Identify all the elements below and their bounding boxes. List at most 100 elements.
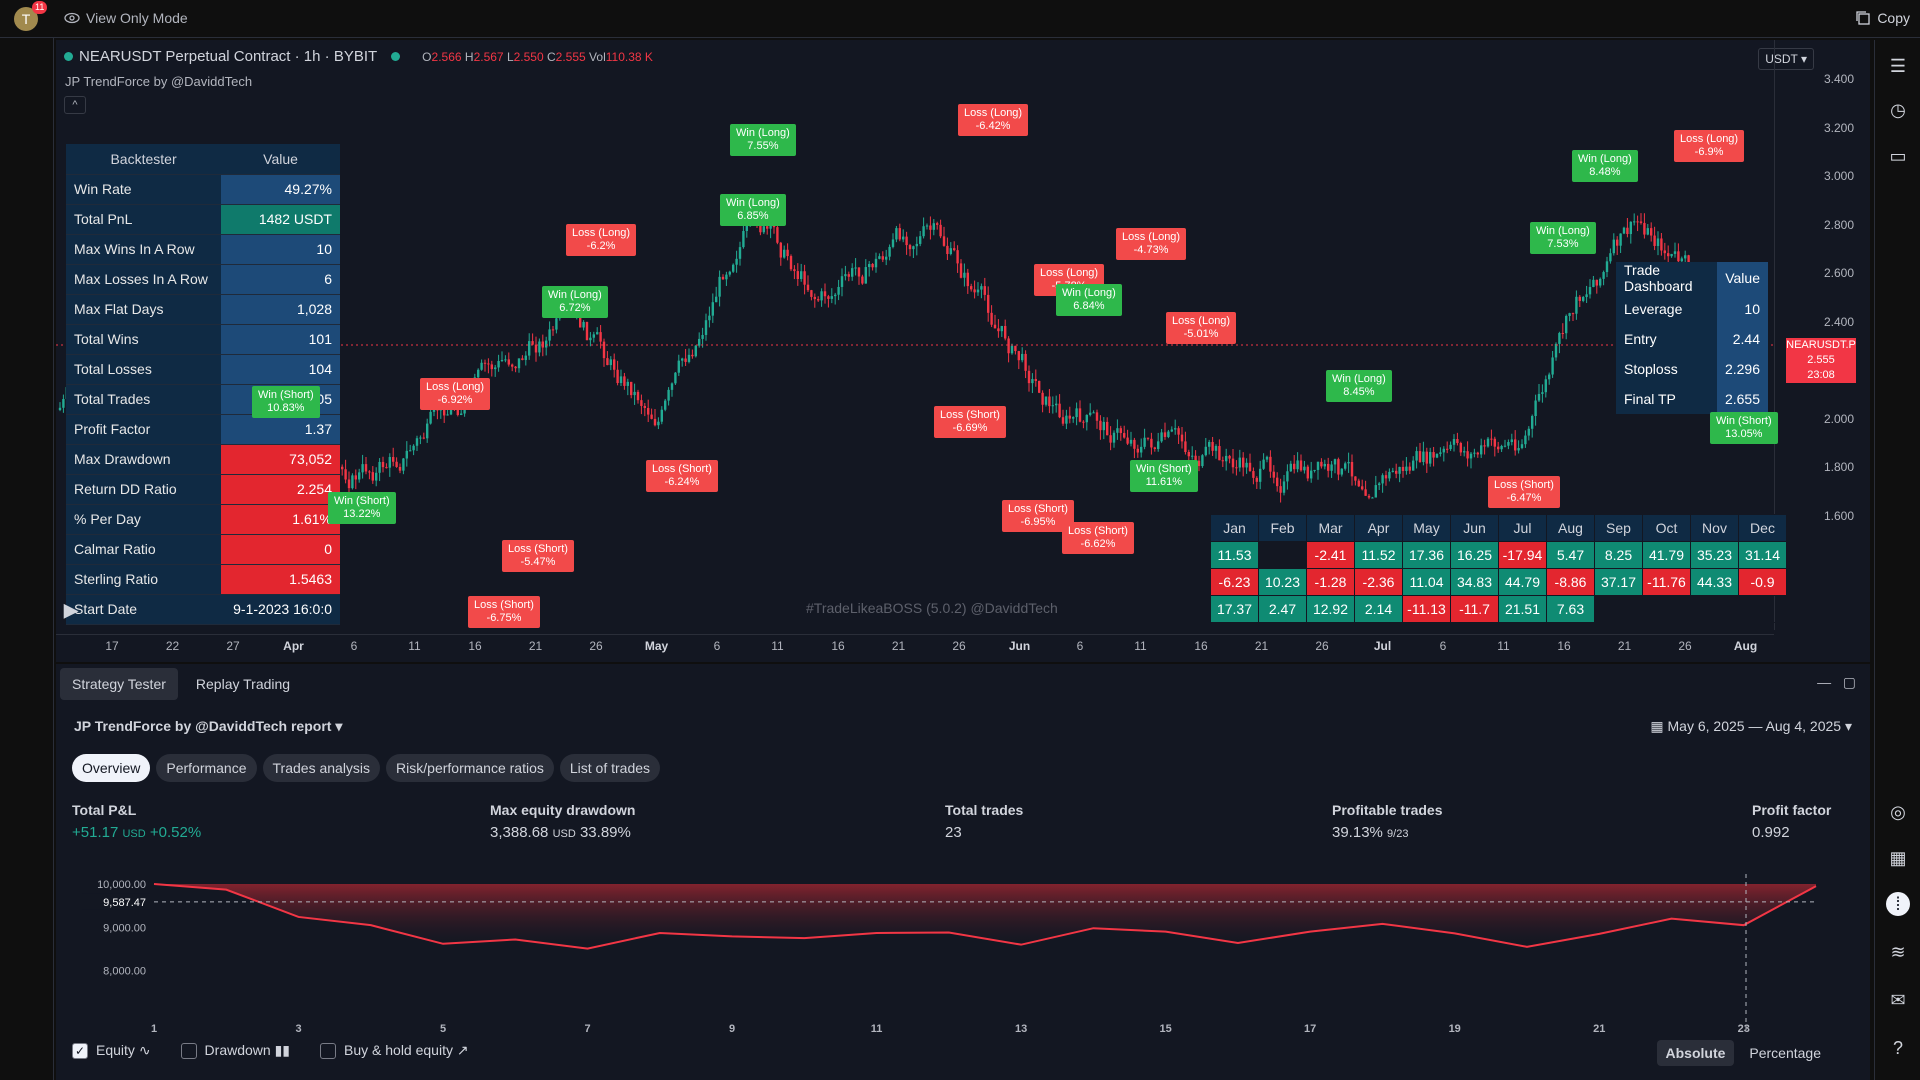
trade-label[interactable]: Loss (Short) -6.62% xyxy=(1062,522,1134,554)
tab-strategy-tester[interactable]: Strategy Tester xyxy=(60,668,178,700)
trade-label[interactable]: Loss (Short) -6.95% xyxy=(1002,500,1074,532)
trade-label[interactable]: Loss (Long) -5.01% xyxy=(1166,312,1237,344)
candle-body xyxy=(912,246,915,250)
trade-label[interactable]: Win (Long) 7.55% xyxy=(730,124,796,156)
time-tick: 16 xyxy=(831,639,845,653)
backtester-row: Return DD Ratio 2.254 xyxy=(66,474,340,505)
candle-body xyxy=(1418,451,1422,463)
currency-selector[interactable]: USDT ▾ xyxy=(1758,48,1814,70)
subtab-list-of-trades[interactable]: List of trades xyxy=(559,754,661,782)
chart-panel[interactable]: NEARUSDT Perpetual Contract · 1h · BYBIT… xyxy=(56,40,1870,662)
time-tick: 22 xyxy=(165,639,180,653)
trade-label[interactable]: Win (Long) 6.84% xyxy=(1056,284,1122,316)
trade-label-title: Win (Long) xyxy=(726,197,780,209)
trade-label[interactable]: Loss (Long) -6.92% xyxy=(420,378,491,410)
trade-label[interactable]: Win (Long) 6.72% xyxy=(542,286,608,318)
apps-grid-icon[interactable]: ⁞ xyxy=(1886,892,1910,916)
symbol-header: NEARUSDT Perpetual Contract · 1h · BYBIT… xyxy=(64,48,653,65)
chat-icon[interactable]: ▭ xyxy=(1889,146,1907,166)
symbol-title[interactable]: NEARUSDT Perpetual Contract · 1h · BYBIT xyxy=(79,48,378,65)
alerts-clock-icon[interactable]: ◷ xyxy=(1890,100,1906,120)
trade-label[interactable]: Win (Long) 7.53% xyxy=(1530,222,1596,254)
time-axis[interactable]: 17 22 27 Apr 6 11 16 21 26 May 6 11 16 21 26 Jun 6 11 16 21… xyxy=(56,634,1774,656)
trade-label[interactable]: Loss (Long) -6.9% xyxy=(1674,130,1745,162)
subtab-trades-analysis[interactable]: Trades analysis xyxy=(262,754,381,782)
notifications-icon[interactable]: ✉ xyxy=(1890,990,1906,1010)
help-icon[interactable]: ? xyxy=(1892,1038,1903,1058)
candle-body xyxy=(1061,417,1065,424)
candle-body xyxy=(1191,455,1194,457)
mode-percentage[interactable]: Percentage xyxy=(1749,1045,1821,1061)
backtester-value: 49.27% xyxy=(221,174,340,205)
trade-label[interactable]: Win (Long) 8.48% xyxy=(1572,150,1638,182)
trade-label[interactable]: Win (Long) 8.45% xyxy=(1326,370,1392,402)
trade-label[interactable]: Loss (Short) -5.47% xyxy=(502,540,574,572)
trade-label[interactable]: Loss (Long) -6.2% xyxy=(566,224,637,256)
candle-body xyxy=(851,268,854,277)
checkbox-icon[interactable] xyxy=(180,1043,197,1060)
trade-label[interactable]: Win (Short) 13.05% xyxy=(1710,412,1778,444)
backtester-value: 10 xyxy=(221,234,340,265)
trade-label[interactable]: Win (Short) 11.61% xyxy=(1130,460,1198,492)
candle-body xyxy=(932,223,935,230)
monthly-cell: 16.25 xyxy=(1450,541,1499,569)
trade-label[interactable]: Loss (Short) -6.75% xyxy=(468,596,540,628)
candle-body xyxy=(1435,453,1439,458)
collapse-legend-button[interactable]: ^ xyxy=(64,96,86,114)
price-tick: 2.400 xyxy=(1823,314,1854,329)
candle-body xyxy=(545,340,548,348)
candle-body xyxy=(783,249,786,258)
trade-label-value: 13.05% xyxy=(1725,428,1763,440)
tab-replay-trading[interactable]: Replay Trading xyxy=(195,676,291,692)
backtester-key: Total Losses xyxy=(66,354,222,385)
checkbox-icon[interactable] xyxy=(320,1043,336,1060)
trade-label[interactable]: Loss (Short) -6.24% xyxy=(646,460,718,492)
checkbox-checked-icon[interactable]: ✓ xyxy=(72,1043,88,1060)
trade-label[interactable]: Loss (Long) -6.42% xyxy=(958,104,1029,136)
trade-label[interactable]: Win (Short) 10.83% xyxy=(252,386,320,418)
trade-label[interactable]: Win (Short) 13.22% xyxy=(328,492,396,524)
calendar-icon[interactable]: ▦ xyxy=(1889,848,1907,868)
user-avatar[interactable]: T 11 xyxy=(14,1,48,31)
subtab-risk-ratios[interactable]: Risk/performance ratios xyxy=(386,754,554,782)
subtab-overview[interactable]: Overview xyxy=(72,754,151,782)
candle-body xyxy=(1201,455,1204,467)
legend-buy-hold[interactable]: Buy & hold equity ↗ xyxy=(320,1042,469,1060)
candle-body xyxy=(1157,441,1160,449)
subtab-performance[interactable]: Performance xyxy=(156,754,257,782)
backtester-key: Total Wins xyxy=(66,324,222,355)
candle-body xyxy=(1289,463,1292,472)
mode-absolute[interactable]: Absolute xyxy=(1656,1040,1735,1066)
equity-chart[interactable]: 10,000.009,000.008,000.009,587.471 3 5 7 9 11… xyxy=(56,864,1870,1034)
view-only-mode[interactable]: View Only Mode xyxy=(64,10,188,26)
stream-icon[interactable]: ≋ xyxy=(1890,942,1906,962)
backtester-value: 2.254 xyxy=(221,474,340,505)
trade-label[interactable]: Win (Long) 6.85% xyxy=(720,194,786,226)
candle-body xyxy=(497,360,500,368)
date-range-picker[interactable]: ▦ May 6, 2025 — Aug 4, 2025 ▾ xyxy=(1650,718,1852,734)
monthly-cell: -8.86 xyxy=(1546,568,1595,596)
panel-window-controls[interactable]: — ▢ xyxy=(1817,674,1856,690)
ideas-icon[interactable]: ◎ xyxy=(1890,802,1906,822)
candle-body xyxy=(891,239,895,247)
candle-body xyxy=(1571,313,1575,315)
equity-x-tick: 1 xyxy=(151,1023,157,1034)
price-axis[interactable]: 3.4003.2003.0002.8002.6002.4002.2002.000… xyxy=(1774,40,1870,630)
watchlist-icon[interactable]: ☰ xyxy=(1889,56,1907,76)
candle-body xyxy=(1592,279,1595,288)
candle-body xyxy=(1010,345,1014,354)
candle-body xyxy=(1242,457,1245,468)
backtester-key: Total PnL xyxy=(66,204,222,235)
candle-body xyxy=(62,399,65,408)
legend-drawdown[interactable]: Drawdown ▮▮ xyxy=(180,1042,290,1060)
trade-label[interactable]: Loss (Long) -4.73% xyxy=(1116,228,1187,260)
candle-body xyxy=(1075,408,1078,418)
legend-equity[interactable]: ✓ Equity ∿ xyxy=(72,1042,151,1060)
chevron-down-icon[interactable]: ▾ xyxy=(335,718,343,734)
report-title[interactable]: JP TrendForce by @DaviddTech report ▾ xyxy=(74,718,342,735)
trade-label[interactable]: Loss (Short) -6.69% xyxy=(934,406,1006,438)
copy-button[interactable]: Copy xyxy=(1855,10,1910,26)
candle-body xyxy=(681,358,684,361)
indicator-name[interactable]: JP TrendForce by @DaviddTech xyxy=(65,74,253,89)
trade-label[interactable]: Loss (Short) -6.47% xyxy=(1488,476,1560,508)
